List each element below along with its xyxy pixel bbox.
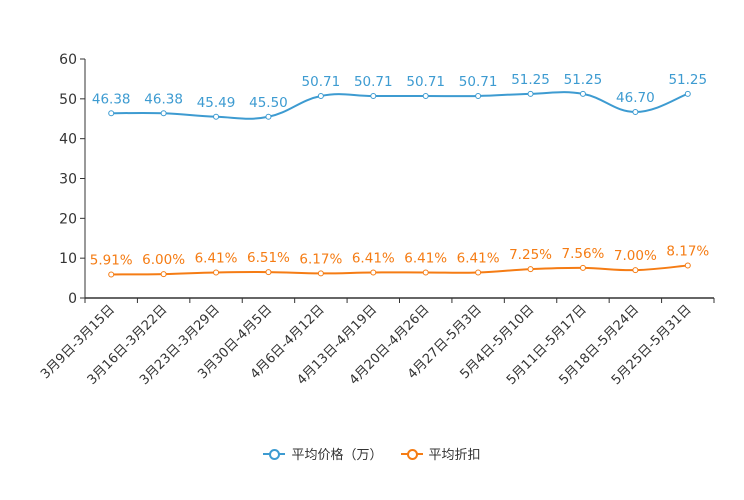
y-tick-label: 40 [59,132,77,148]
y-tick-label: 50 [59,92,77,108]
data-label: 51.25 [668,72,707,88]
data-label: 6.17% [299,251,342,267]
data-label: 50.71 [302,74,341,90]
data-label: 45.49 [197,95,236,111]
data-point [422,93,429,100]
legend-discount-label: 平均折扣 [428,448,481,463]
data-label: 8.17% [666,243,709,259]
data-label: 46.38 [144,91,183,107]
data-point [213,113,220,120]
series-line-1 [111,264,688,276]
data-point [370,93,377,100]
data-point [579,90,586,97]
data-label: 50.71 [354,74,393,90]
data-label: 46.38 [92,91,131,107]
y-tick-label: 60 [59,52,77,68]
data-point [265,269,272,276]
data-label: 6.51% [247,250,290,266]
data-label: 50.71 [406,74,445,90]
data-label: 6.41% [352,250,395,266]
data-point [632,108,639,115]
data-label: 7.56% [562,246,605,262]
data-point [317,270,324,277]
data-point [684,90,691,97]
data-label: 7.00% [614,248,657,264]
data-label: 7.25% [509,247,552,263]
data-point [160,110,167,117]
series-line-0 [111,91,689,120]
data-label: 45.50 [249,95,288,111]
data-label: 46.70 [616,90,655,106]
legend-item-discount[interactable]: 平均折扣 [400,444,481,463]
data-point [527,266,534,273]
data-point [527,90,534,97]
data-point [213,269,220,276]
data-label: 6.41% [195,250,238,266]
data-label: 5.91% [90,252,133,268]
data-point [632,267,639,274]
legend: 平均价格（万） 平均折扣 [0,444,744,463]
data-point [475,269,482,276]
data-point [160,271,167,278]
data-label: 51.25 [564,72,603,88]
data-point [108,110,115,117]
data-point [684,262,691,269]
legend-price-label: 平均价格（万） [291,448,383,463]
legend-item-price[interactable]: 平均价格（万） [263,444,383,463]
data-point [108,271,115,278]
data-point [265,113,272,120]
data-point [475,93,482,100]
data-label: 51.25 [511,72,550,88]
legend-discount-line-icon [400,448,423,460]
data-label: 6.41% [457,250,500,266]
y-tick-label: 0 [68,291,77,307]
y-tick-label: 20 [59,211,77,227]
data-point [317,93,324,100]
data-label: 50.71 [459,74,498,90]
data-label: 6.41% [404,250,447,266]
legend-price-line-icon [263,448,286,460]
data-point [422,269,429,276]
y-tick-label: 10 [59,251,77,267]
data-point [370,269,377,276]
data-point [579,264,586,271]
y-tick-label: 30 [59,172,77,188]
data-label: 6.00% [142,252,185,268]
